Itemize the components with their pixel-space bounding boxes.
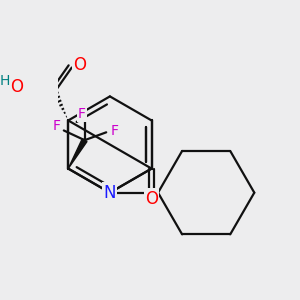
- Polygon shape: [68, 139, 87, 169]
- Text: F: F: [52, 119, 61, 133]
- Text: F: F: [78, 107, 86, 121]
- Text: O: O: [10, 78, 23, 96]
- Text: N: N: [104, 184, 116, 202]
- Text: O: O: [73, 56, 86, 74]
- Text: F: F: [111, 124, 119, 138]
- Text: H: H: [0, 74, 10, 88]
- Text: O: O: [145, 190, 158, 208]
